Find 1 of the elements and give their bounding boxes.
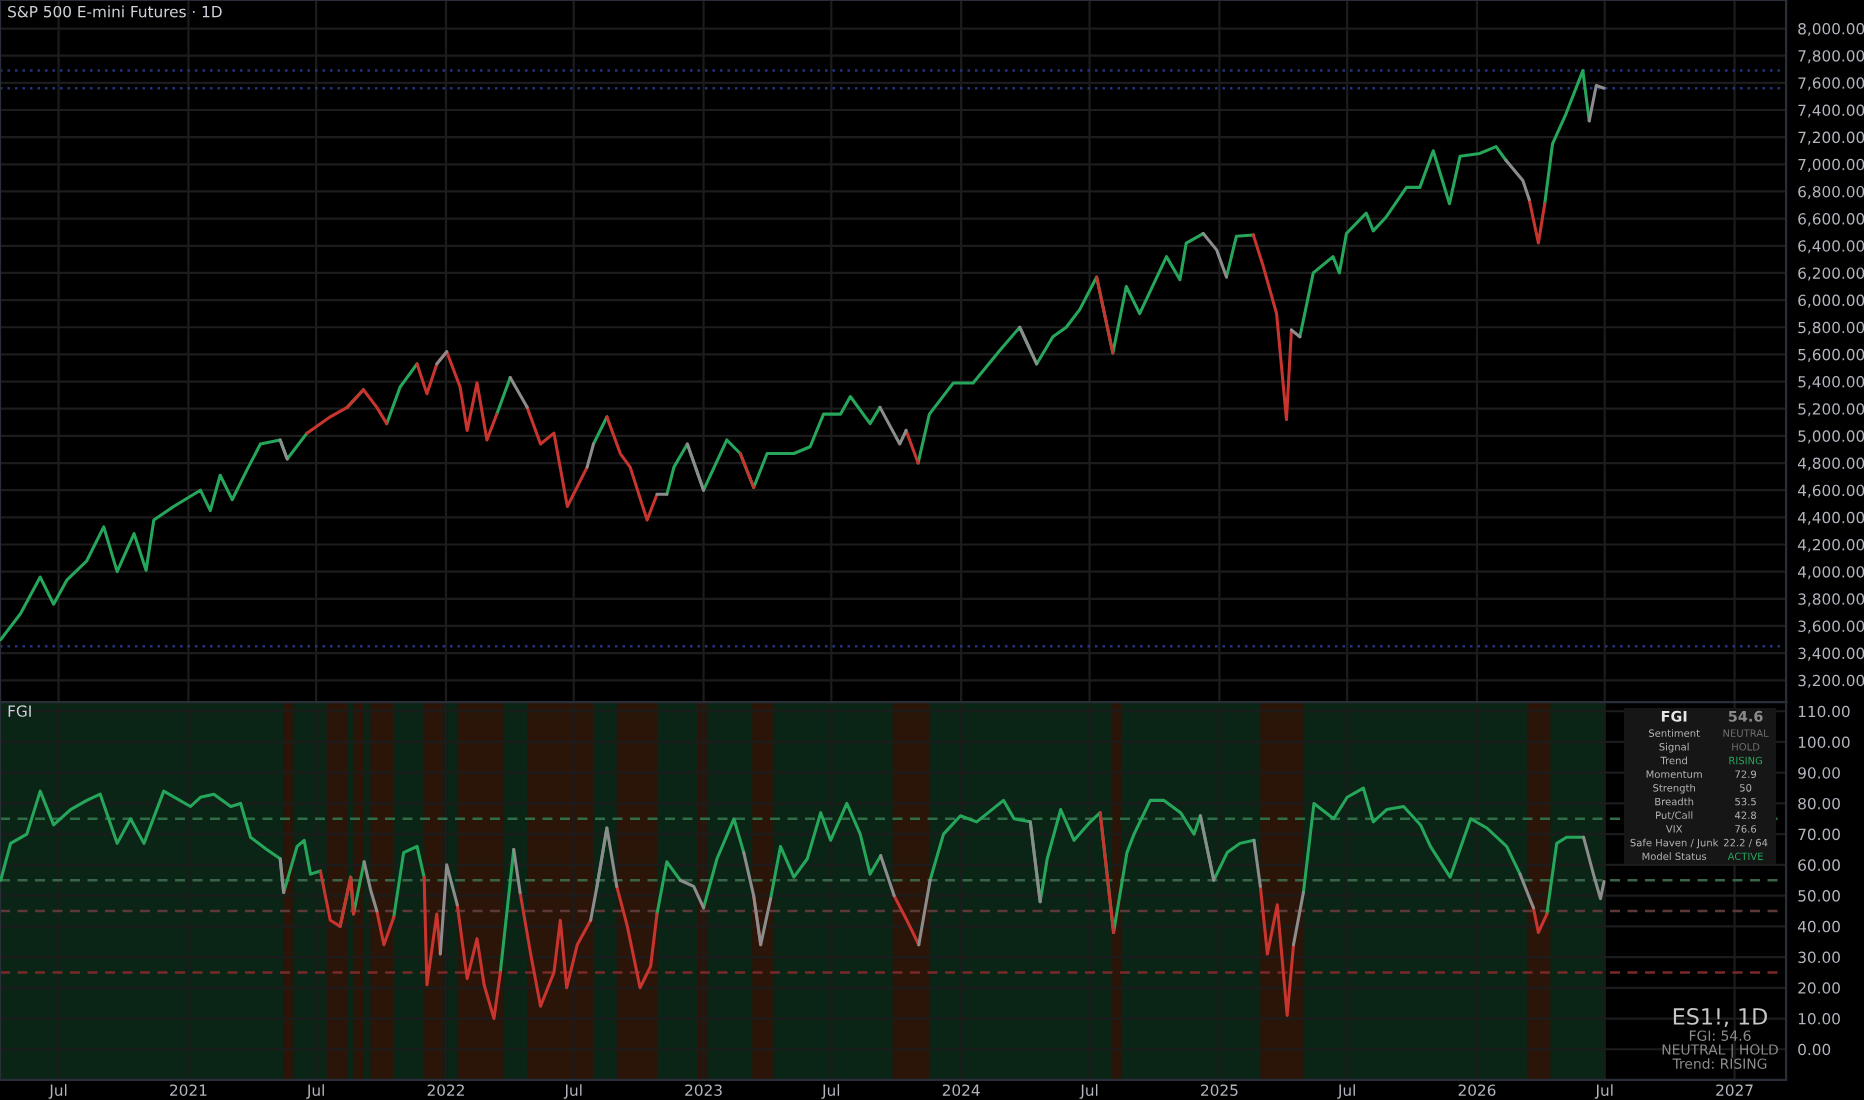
annotation: ES1!, 1D [1673, 1008, 1767, 1028]
